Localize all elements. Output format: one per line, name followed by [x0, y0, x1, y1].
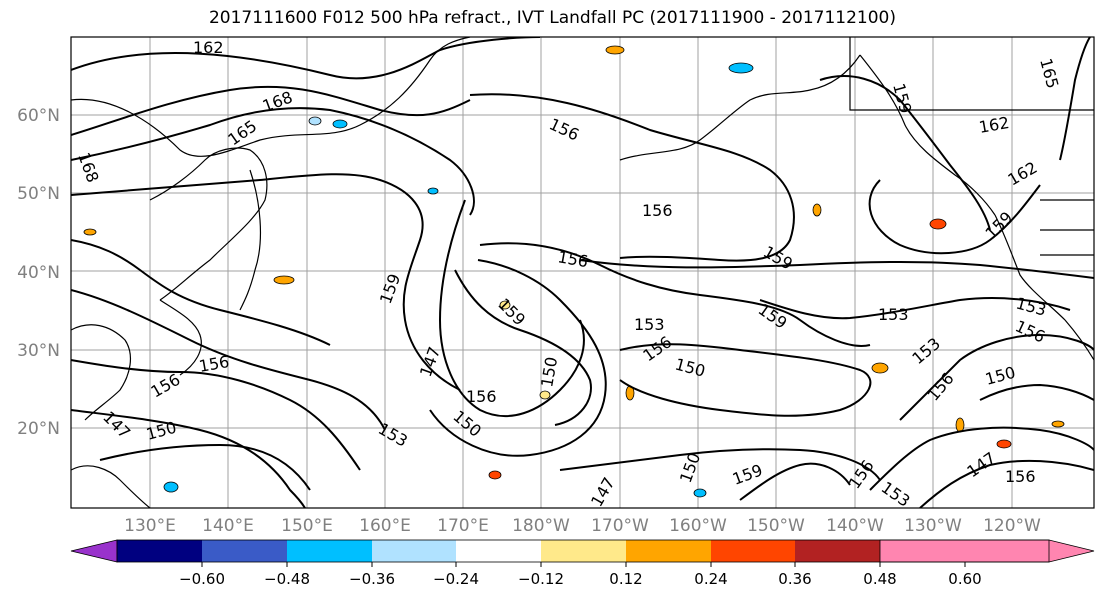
lon-label: 170°E: [437, 516, 489, 536]
colorbar: −0.60 −0.48 −0.36 −0.24 −0.12 0.12 0.24 …: [70, 539, 1095, 588]
map-frame: [70, 36, 1095, 509]
contour-label: 153: [878, 305, 909, 324]
lat-label: 50°N: [17, 184, 60, 204]
colorbar-tick-label: 0.12: [609, 570, 642, 588]
colorbar-bin: [202, 540, 287, 562]
colorbar-bin: [372, 540, 456, 562]
colorbar-tick-label: −0.12: [518, 570, 564, 588]
colorbar-tick-label: 0.36: [778, 570, 811, 588]
colorbar-extend-right: [879, 539, 1095, 563]
lon-label: 130°E: [124, 516, 176, 536]
lon-label: 150°W: [747, 516, 805, 536]
colorbar-tick-label: 0.60: [948, 570, 981, 588]
lon-label: 150°E: [281, 516, 333, 536]
lon-label: 140°E: [202, 516, 254, 536]
contour-label: 156: [642, 201, 673, 220]
lon-label: 160°E: [359, 516, 411, 536]
colorbar-bin: [711, 540, 795, 562]
colorbar-bin: [541, 540, 626, 562]
lat-label: 60°N: [17, 106, 60, 126]
lon-label: 160°W: [669, 516, 727, 536]
colorbar-tick-label: −0.60: [179, 570, 225, 588]
lon-label: 170°W: [591, 516, 649, 536]
lon-label: 120°W: [983, 516, 1041, 536]
colorbar-tick-label: −0.48: [264, 570, 310, 588]
map-title: 2017111600 F012 500 hPa refract., IVT La…: [208, 8, 896, 28]
latitude-labels: 60°N 50°N 40°N 30°N 20°N: [17, 106, 60, 439]
colorbar-tick-label: 0.24: [694, 570, 727, 588]
lat-label: 20°N: [17, 419, 60, 439]
colorbar-bin: [795, 540, 880, 562]
contour-label: 162: [193, 38, 224, 57]
colorbar-bin: [117, 540, 202, 562]
height-contours: [71, 37, 1094, 508]
colorbar-tick-label: −0.24: [433, 570, 479, 588]
longitude-labels: 130°E 140°E 150°E 160°E 170°E 180°W 170°…: [124, 516, 1041, 536]
contour-label: 153: [634, 315, 665, 334]
lat-label: 40°N: [17, 263, 60, 283]
lon-label: 180°W: [512, 516, 570, 536]
colorbar-bin: [626, 540, 711, 562]
anomaly-patches: [83, 45, 1065, 498]
colorbar-extend-left: [70, 539, 118, 563]
colorbar-tick-label: 0.48: [863, 570, 896, 588]
colorbar-tick-labels: −0.60 −0.48 −0.36 −0.24 −0.12 0.12 0.24 …: [179, 570, 982, 588]
colorbar-ticks: [201, 562, 966, 567]
colorbar-outline: [116, 539, 1050, 563]
contour-label: 156: [466, 387, 497, 406]
colorbar-tick-label: −0.36: [349, 570, 395, 588]
colorbar-bin: [456, 540, 541, 562]
contour-label: 156: [1005, 467, 1036, 486]
lon-label: 130°W: [904, 516, 962, 536]
lat-label: 30°N: [17, 341, 60, 361]
lon-label: 140°W: [826, 516, 884, 536]
colorbar-bin: [287, 540, 372, 562]
